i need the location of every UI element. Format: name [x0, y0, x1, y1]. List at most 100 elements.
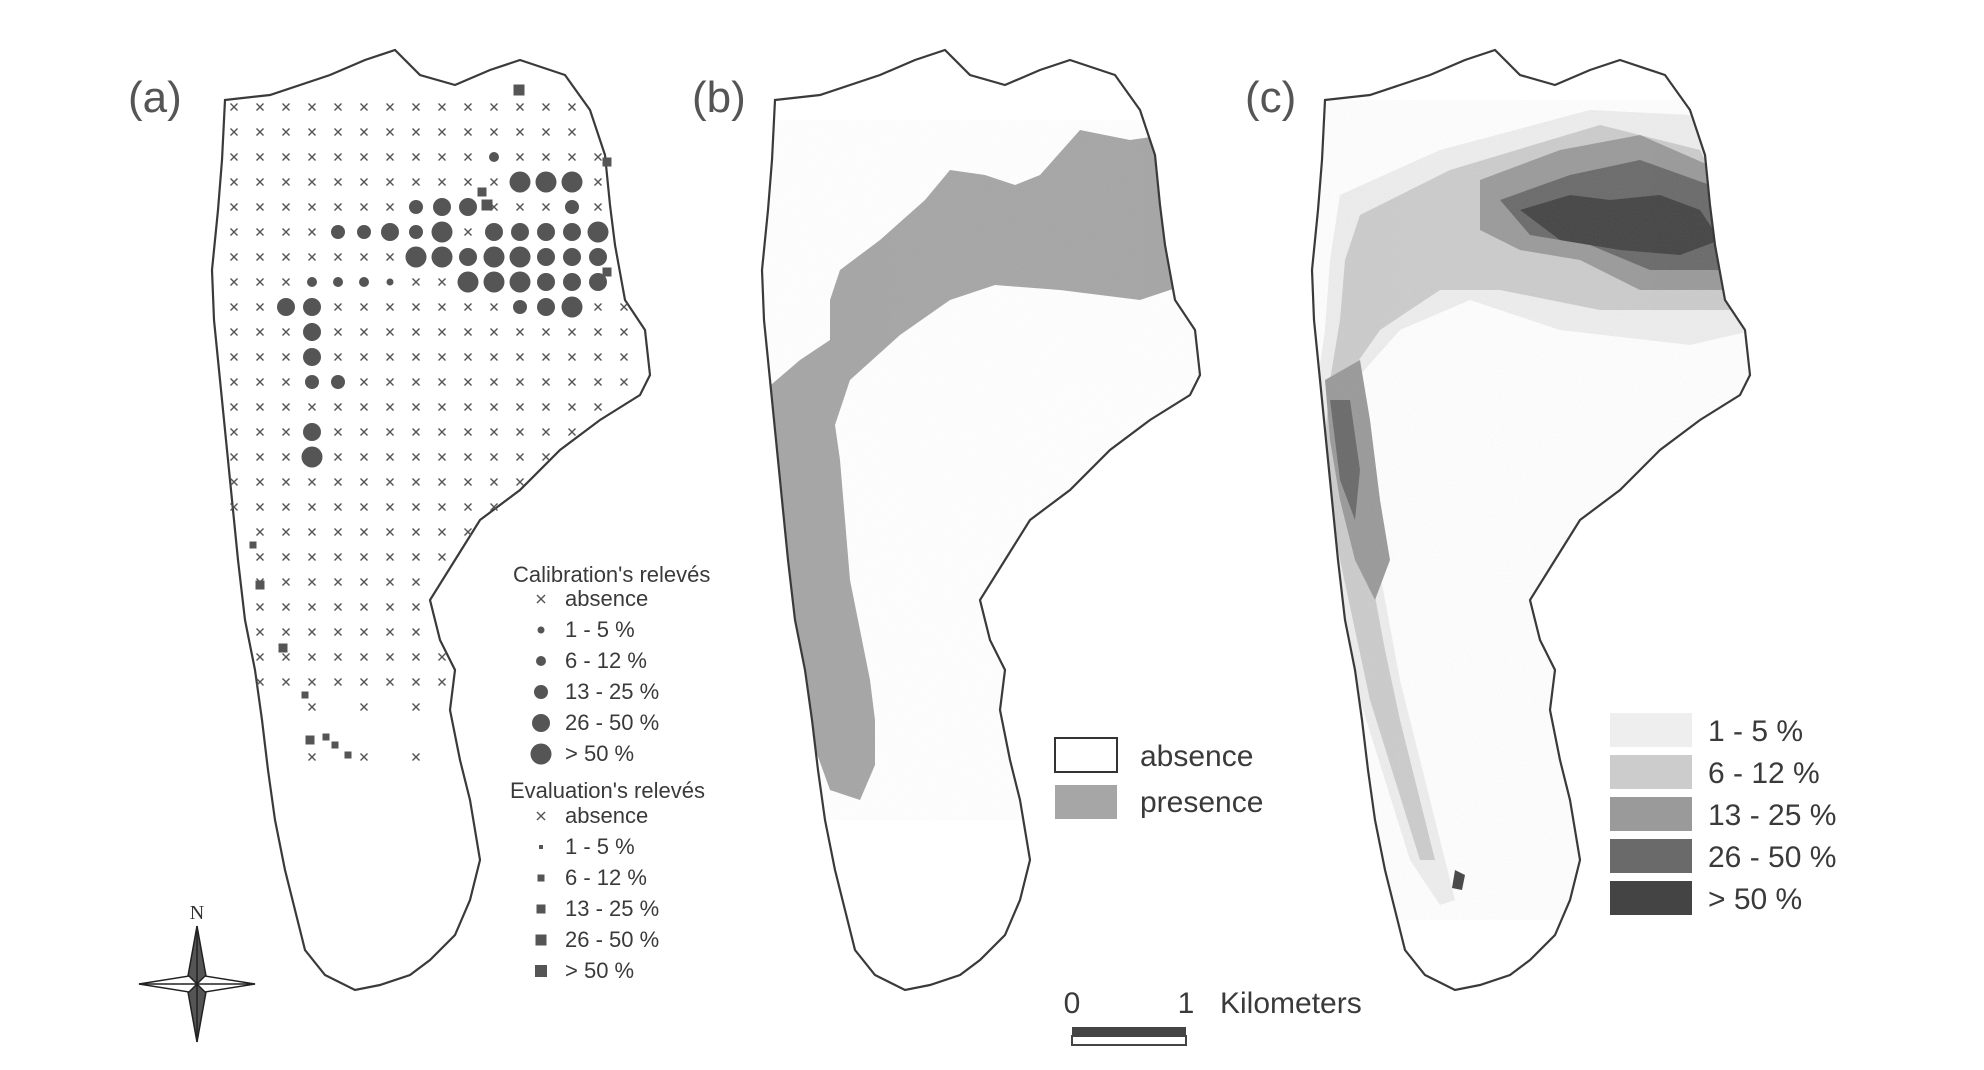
releve-cross — [360, 378, 368, 386]
releve-cross — [490, 178, 498, 186]
releve-cross — [412, 353, 420, 361]
releve-cross — [438, 303, 446, 311]
releve-cross — [230, 228, 238, 236]
releve-cross — [256, 403, 264, 411]
releve-cross — [516, 103, 524, 111]
releve-cross — [334, 328, 342, 336]
legend-c-swatch-0 — [1610, 713, 1692, 747]
releve-cross — [334, 253, 342, 261]
releve-cross — [308, 403, 316, 411]
releve-cross — [308, 228, 316, 236]
releve-cross — [490, 328, 498, 336]
releve-cross — [360, 628, 368, 636]
releve-cross — [386, 378, 394, 386]
releve-cross — [464, 403, 472, 411]
releve-cross — [568, 403, 576, 411]
legend-b: absence presence — [1054, 737, 1263, 819]
releve-cross — [594, 378, 602, 386]
releve-cross — [308, 603, 316, 611]
releve-cross — [542, 378, 550, 386]
releve-cross — [256, 178, 264, 186]
releve-cross — [412, 453, 420, 461]
releve-cross — [360, 203, 368, 211]
releve-cross — [360, 128, 368, 136]
releve-cross — [308, 503, 316, 511]
legend-eval-label-4: 26 - 50 % — [565, 927, 659, 952]
releve-cross — [256, 428, 264, 436]
releve-cross — [334, 628, 342, 636]
legend-c: 1 - 5 % 6 - 12 % 13 - 25 % 26 - 50 % > 50 % — [1610, 713, 1836, 916]
releve-cross — [412, 753, 420, 761]
releve-cross — [256, 628, 264, 636]
releve-cross — [542, 153, 550, 161]
releve-cross — [282, 278, 290, 286]
releve-cross — [568, 153, 576, 161]
releve-cross — [386, 603, 394, 611]
releve-cross — [594, 328, 602, 336]
releve-cross — [282, 453, 290, 461]
releve-cross — [568, 378, 576, 386]
releve-cross — [282, 203, 290, 211]
releve-cross — [282, 628, 290, 636]
releve-circle — [277, 298, 295, 316]
releve-cross — [438, 153, 446, 161]
releve-cross — [542, 428, 550, 436]
releve-cross — [386, 553, 394, 561]
releve-cross — [412, 403, 420, 411]
legend-eval-symbol-5 — [535, 965, 547, 977]
releve-cross — [282, 603, 290, 611]
releve-cross — [438, 528, 446, 536]
releve-cross — [230, 128, 238, 136]
releve-cross — [334, 403, 342, 411]
releve-cross — [256, 453, 264, 461]
releve-cross — [412, 603, 420, 611]
legend-eval-label-5: > 50 % — [565, 958, 634, 983]
releve-cross — [412, 128, 420, 136]
releve-square — [513, 84, 525, 96]
releve-cross — [438, 653, 446, 661]
releve-cross — [308, 128, 316, 136]
releve-circle — [483, 246, 505, 268]
releve-circle — [509, 246, 531, 268]
releve-cross — [308, 753, 316, 761]
releve-cross — [308, 578, 316, 586]
releve-cross — [230, 103, 238, 111]
releve-cross — [568, 328, 576, 336]
releve-cross — [230, 153, 238, 161]
legend-cal-symbol-absence — [536, 594, 546, 604]
legend-label-presence: presence — [1140, 786, 1263, 819]
legend-eval-label-2: 6 - 12 % — [565, 865, 647, 890]
releve-circle — [303, 298, 321, 316]
releve-cross — [516, 203, 524, 211]
releve-circle — [457, 271, 479, 293]
releve-cross — [308, 653, 316, 661]
releve-circle — [535, 171, 557, 193]
releve-square — [602, 267, 612, 277]
releve-circle — [431, 246, 453, 268]
releve-cross — [334, 478, 342, 486]
releve-cross — [542, 203, 550, 211]
releve-circle — [483, 271, 505, 293]
releve-cross — [412, 178, 420, 186]
legend-eval-label-0: absence — [565, 803, 648, 828]
legend-cal-symbol-1 — [537, 626, 545, 634]
releve-cross — [256, 103, 264, 111]
releve-cross — [464, 353, 472, 361]
releve-cross — [334, 428, 342, 436]
releve-circle — [513, 300, 527, 314]
releve-cross — [516, 328, 524, 336]
releve-cross — [282, 178, 290, 186]
releve-cross — [620, 303, 628, 311]
releve-circle — [561, 296, 583, 318]
releve-circle — [433, 198, 451, 216]
releve-cross — [256, 128, 264, 136]
legend-cal-symbol-2 — [536, 656, 546, 666]
releve-circle — [359, 277, 369, 287]
releve-cross — [230, 503, 238, 511]
releve-circle — [386, 278, 394, 286]
legend-eval-label-1: 1 - 5 % — [565, 834, 635, 859]
releve-cross — [412, 478, 420, 486]
legend-label-absence: absence — [1140, 740, 1253, 773]
legend-eval-label-3: 13 - 25 % — [565, 896, 659, 921]
releve-cross — [412, 703, 420, 711]
